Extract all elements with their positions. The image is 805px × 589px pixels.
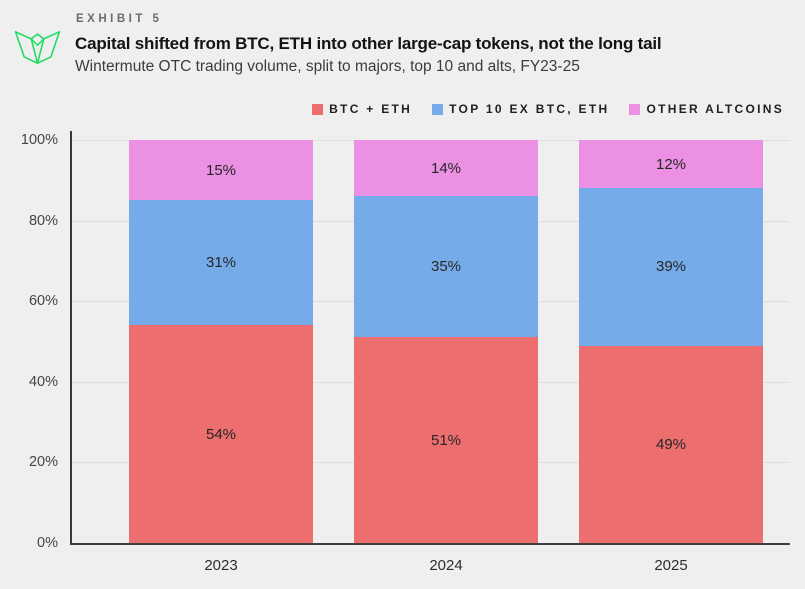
- plot-area: 54% 31% 15% 51% 35% 14% 49% 39% 12%: [70, 131, 790, 545]
- bar-segment: 49%: [579, 345, 763, 543]
- data-label: 39%: [655, 258, 687, 276]
- x-axis: 2023 2024 2025: [72, 557, 790, 579]
- exhibit-label: EXHIBIT 5: [76, 13, 163, 25]
- x-axis-tick-label: 2023: [204, 557, 238, 574]
- legend-swatch-icon: [629, 103, 641, 115]
- data-label: 51%: [430, 431, 462, 449]
- legend-item: TOP 10 EX BTC, ETH: [432, 102, 609, 116]
- y-axis-tick-label: 0%: [37, 535, 58, 551]
- y-axis-tick-label: 60%: [28, 293, 58, 310]
- bar-segment: 54%: [129, 325, 313, 543]
- data-label: 14%: [430, 159, 462, 177]
- y-axis-tick-label: 80%: [28, 212, 58, 229]
- bar-segment: 39%: [579, 188, 763, 346]
- bar-segment: 51%: [354, 337, 538, 543]
- x-axis-tick-label: 2025: [654, 557, 688, 574]
- legend-swatch-icon: [312, 103, 324, 115]
- x-axis-tick-label: 2024: [429, 557, 463, 574]
- data-label: 12%: [655, 155, 687, 173]
- bar-segment: 35%: [354, 196, 538, 338]
- bar-segment: 15%: [129, 140, 313, 201]
- x-axis-line: [70, 543, 790, 545]
- bar-segment: 31%: [129, 200, 313, 326]
- stacked-bar: 54% 31% 15%: [129, 140, 313, 543]
- bar-segment: 14%: [354, 140, 538, 197]
- y-axis-line: [70, 131, 72, 543]
- stacked-bar: 51% 35% 14%: [354, 140, 538, 543]
- legend-item: BTC + ETH: [312, 102, 412, 116]
- data-label: 54%: [205, 425, 237, 443]
- chart-subtitle: Wintermute OTC trading volume, split to …: [75, 58, 580, 75]
- y-axis-tick-label: 20%: [28, 454, 58, 471]
- bar-segment: 12%: [579, 140, 763, 189]
- y-axis-tick-label: 100%: [20, 132, 58, 148]
- y-axis-tick-label: 40%: [28, 373, 58, 390]
- data-label: 35%: [430, 258, 462, 276]
- legend: BTC + ETH TOP 10 EX BTC, ETH OTHER ALTCOIN…: [72, 101, 790, 117]
- legend-label: BTC + ETH: [329, 102, 413, 116]
- data-label: 31%: [205, 254, 237, 272]
- legend-label: OTHER ALTCOINS: [646, 102, 784, 116]
- stacked-bar: 49% 39% 12%: [579, 140, 763, 543]
- legend-swatch-icon: [432, 103, 444, 115]
- data-label: 49%: [655, 435, 687, 453]
- data-label: 15%: [205, 161, 237, 179]
- y-axis: 100% 80% 60% 40% 20% 0%: [0, 132, 58, 551]
- wintermute-logo-icon: [14, 30, 61, 65]
- chart-title: Capital shifted from BTC, ETH into other…: [75, 34, 662, 53]
- legend-item: OTHER ALTCOINS: [629, 102, 784, 116]
- legend-label: TOP 10 EX BTC, ETH: [449, 102, 610, 116]
